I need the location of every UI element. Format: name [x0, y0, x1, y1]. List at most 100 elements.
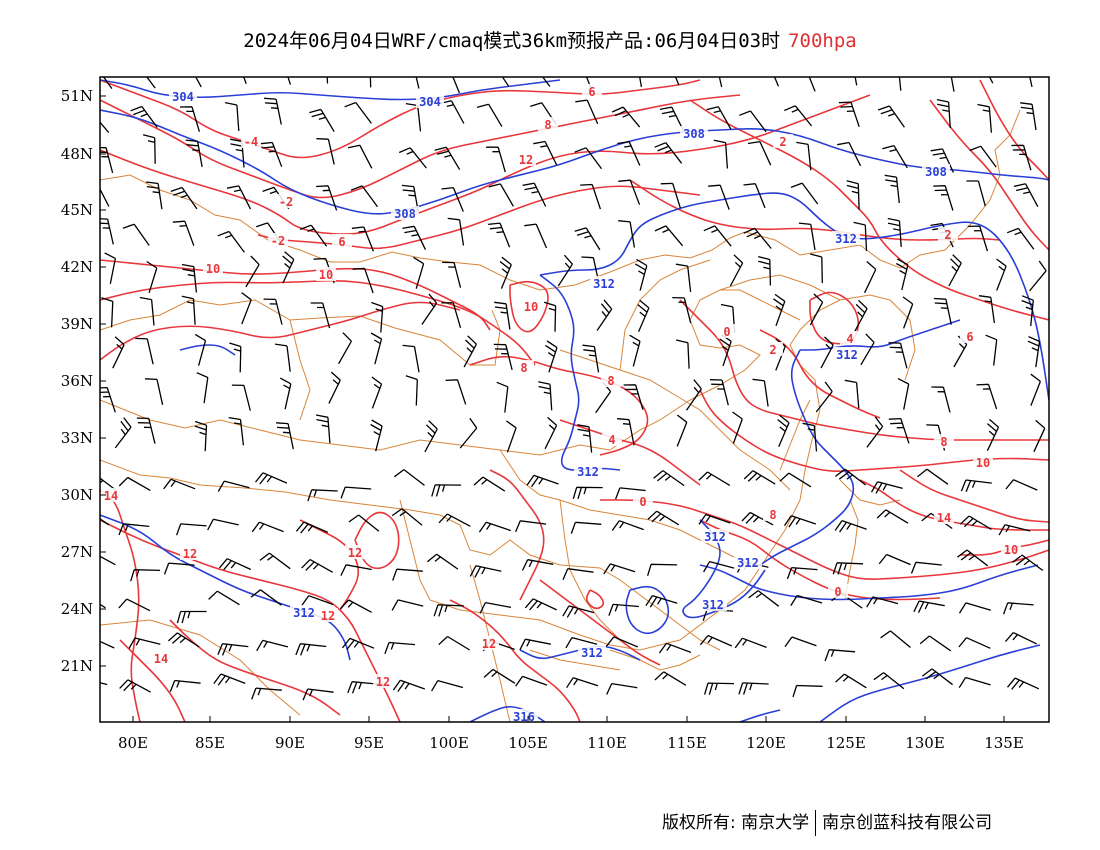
lon-tick-label: 90E — [275, 734, 305, 752]
label-bg — [516, 152, 536, 166]
height-contour-label: 308 — [683, 127, 705, 141]
wind-barb — [217, 480, 250, 492]
wind-barb — [100, 555, 116, 566]
temperature-contour-label: 8 — [520, 361, 527, 375]
label-bg — [268, 233, 288, 247]
wind-barb — [810, 253, 823, 284]
wind-barb — [100, 603, 106, 609]
boundary-line — [100, 459, 601, 569]
wind-barb — [405, 102, 422, 132]
wind-barb — [391, 599, 424, 611]
label-bg — [290, 605, 318, 619]
wind-barb — [256, 639, 289, 652]
wind-barb — [685, 379, 702, 411]
pressure-level: 700hpa — [788, 30, 857, 52]
wind-barb — [574, 227, 601, 251]
boundary-line — [619, 259, 711, 371]
wind-barb — [287, 77, 292, 85]
temperature-contour — [100, 301, 461, 361]
wind-barb — [732, 411, 743, 444]
wind-barb — [315, 414, 331, 444]
wind-barb — [617, 418, 635, 446]
wind-barb — [494, 301, 511, 330]
wind-barb — [802, 422, 818, 452]
wind-barb — [985, 334, 998, 366]
wind-barb — [880, 630, 911, 649]
wind-barb — [888, 342, 908, 369]
wind-barb — [118, 523, 150, 536]
wind-barb — [815, 381, 833, 413]
temperature-contour — [100, 94, 871, 235]
wind-barb — [614, 487, 646, 500]
temperature-contour — [100, 279, 536, 366]
wind-barb — [167, 632, 200, 648]
wind-barb — [978, 295, 996, 324]
temperature-contour-label: 8 — [607, 374, 614, 388]
wind-barb — [371, 376, 383, 409]
wind-barbs — [100, 77, 1047, 701]
wind-barb — [1005, 479, 1038, 491]
wind-barb — [476, 103, 503, 127]
wind-barb — [917, 468, 949, 485]
temperature-contour-label: 14 — [937, 511, 951, 525]
wind-barb — [639, 77, 643, 88]
temperature-contour — [489, 469, 545, 601]
wind-barb — [310, 302, 331, 329]
temperature-contour-label: 0 — [834, 585, 841, 599]
wind-barb — [562, 568, 594, 580]
wind-barb — [401, 184, 419, 213]
wind-barb — [773, 293, 786, 327]
wind-barb — [741, 511, 774, 526]
wind-barb — [169, 679, 201, 692]
temperature-contour-label: 8 — [769, 508, 776, 522]
wind-barb — [307, 489, 338, 502]
label-bg — [180, 546, 200, 560]
wind-barb — [996, 258, 1007, 291]
wind-barb — [142, 134, 156, 164]
label-bg — [602, 432, 622, 446]
wind-barb — [998, 524, 1031, 536]
temperature-contour-label: 14 — [104, 489, 118, 503]
temperature-contour — [100, 79, 701, 159]
wind-barb — [181, 263, 198, 293]
wind-barb — [339, 599, 372, 613]
temperature-contour-label: 6 — [588, 85, 595, 99]
wind-barb — [902, 296, 914, 329]
height-contour-label: 312 — [581, 646, 603, 660]
plot-frame — [99, 76, 1050, 723]
wind-barb — [779, 472, 812, 488]
temperature-contour — [979, 79, 1049, 181]
temperature-contour — [100, 259, 491, 331]
boundary-line — [559, 499, 621, 641]
wind-barb — [219, 558, 252, 571]
label-bg — [345, 545, 365, 559]
wind-barb — [966, 180, 986, 207]
label-bg — [699, 597, 727, 611]
wind-barb — [676, 414, 688, 447]
label-bg — [582, 84, 602, 98]
title-main: 2024年06月04日WRF/cmaq模式36km预报产品:06月04日03时 — [243, 30, 781, 52]
wind-barb — [538, 381, 553, 411]
height-contour-label: 312 — [835, 232, 857, 246]
wind-barb — [415, 77, 420, 89]
temperature-contour — [100, 489, 141, 722]
temperature-contour-label: 8 — [544, 118, 551, 132]
wind-barb — [959, 515, 992, 530]
wind-barb — [752, 378, 769, 407]
wind-barb — [933, 297, 952, 325]
wind-barb — [163, 562, 195, 575]
wind-barb — [340, 486, 372, 499]
wind-barb — [605, 636, 639, 648]
wind-barb — [208, 590, 240, 606]
height-contour-label: 312 — [704, 530, 726, 544]
wind-barb — [1013, 183, 1039, 208]
wind-barb — [837, 141, 862, 167]
wind-barb — [575, 99, 599, 125]
wind-barb — [1033, 419, 1046, 453]
wind-barb — [442, 261, 462, 288]
wind-barb — [629, 334, 641, 367]
wind-barb — [438, 513, 471, 527]
temperature-contour-label: 2 — [779, 135, 786, 149]
wind-barb — [784, 636, 817, 648]
label-bg — [241, 134, 261, 148]
